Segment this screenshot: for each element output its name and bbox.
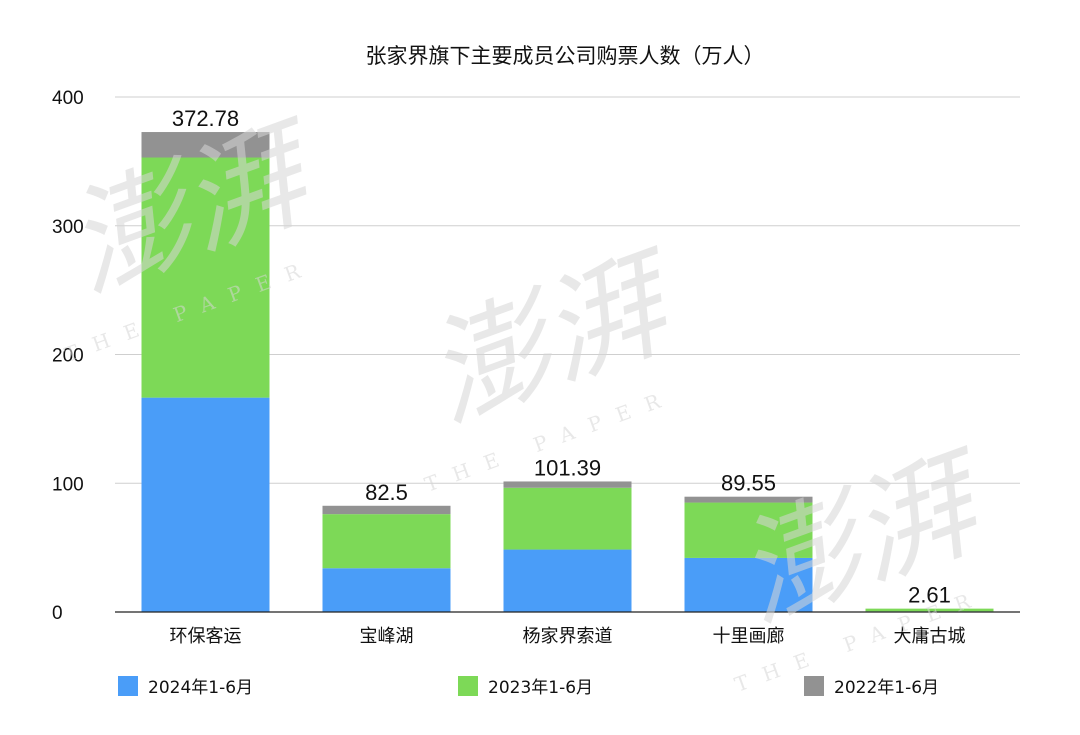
y-tick-label: 400	[52, 88, 84, 109]
bar-segment	[141, 132, 270, 158]
total-label: 82.5	[365, 480, 408, 505]
legend-label: 2024年1-6月	[148, 678, 253, 698]
bar-segment	[322, 568, 451, 612]
y-tick-label: 200	[52, 346, 84, 367]
total-label: 372.78	[172, 106, 239, 131]
bar-segment	[322, 505, 451, 515]
bar-segment	[684, 502, 813, 558]
bar-segment	[141, 397, 270, 612]
category-label: 十里画廊	[713, 626, 785, 647]
bars	[141, 132, 994, 612]
legend-swatch	[458, 676, 478, 696]
bar-segment	[503, 481, 632, 488]
y-tick-label: 0	[52, 603, 63, 624]
bar-segment	[684, 557, 813, 612]
y-axis-ticks: 0 100 200 300 400	[52, 88, 84, 624]
legend-swatch	[804, 676, 824, 696]
watermark-brand: 澎湃	[410, 229, 700, 448]
legend-label: 2022年1-6月	[834, 678, 939, 698]
category-label: 环保客运	[170, 626, 242, 647]
chart-title: 张家界旗下主要成员公司购票人数（万人）	[366, 44, 765, 68]
y-tick-label: 100	[52, 474, 84, 495]
bar-segment	[865, 608, 994, 612]
bar-segment	[684, 496, 813, 503]
total-label: 2.61	[908, 583, 951, 608]
legend-label: 2023年1-6月	[488, 678, 593, 698]
bar-segment	[503, 549, 632, 612]
bar-segment	[503, 487, 632, 550]
watermark-brand: 澎湃	[720, 429, 1010, 648]
category-label: 大庸古城	[894, 626, 966, 647]
category-labels: 环保客运 宝峰湖 杨家界索道 十里画廊 大庸古城	[170, 626, 966, 647]
total-labels: 372.78 82.5 101.39 89.55 2.61	[172, 106, 951, 608]
category-label: 宝峰湖	[360, 626, 414, 647]
legend-swatch	[118, 676, 138, 696]
y-tick-label: 300	[52, 217, 84, 238]
legend: 2024年1-6月 2023年1-6月 2022年1-6月	[118, 676, 939, 698]
bar-segment	[141, 157, 270, 398]
total-label: 101.39	[534, 455, 601, 480]
total-label: 89.55	[721, 471, 776, 496]
category-label: 杨家界索道	[523, 626, 613, 647]
bar-segment	[322, 514, 451, 569]
